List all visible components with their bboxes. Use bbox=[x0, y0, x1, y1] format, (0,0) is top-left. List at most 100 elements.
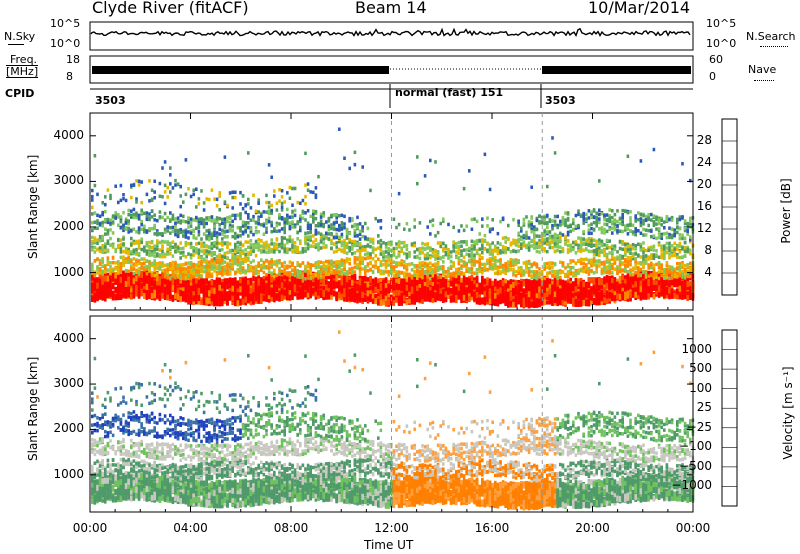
heatmap-cell bbox=[156, 272, 159, 276]
heatmap-cell bbox=[151, 287, 154, 293]
heatmap-cell bbox=[130, 229, 133, 233]
heatmap-cell bbox=[205, 222, 208, 226]
heatmap-cell bbox=[221, 258, 224, 262]
heatmap-cell bbox=[255, 221, 258, 225]
heatmap-cell bbox=[159, 248, 162, 252]
heatmap-cell bbox=[273, 189, 276, 193]
heatmap-cell bbox=[224, 200, 227, 204]
heatmap-cell bbox=[260, 223, 263, 227]
heatmap-cell bbox=[153, 255, 156, 259]
heatmap-cell bbox=[192, 189, 195, 193]
heatmap-cell bbox=[224, 268, 227, 272]
heatmap-cell bbox=[138, 226, 141, 230]
heatmap-cell bbox=[276, 260, 279, 264]
heatmap-cell bbox=[192, 295, 195, 301]
heatmap-cell bbox=[237, 249, 240, 253]
heatmap-cell bbox=[179, 290, 182, 296]
heatmap-cell bbox=[179, 256, 182, 260]
heatmap-cell bbox=[94, 293, 97, 299]
heatmap-cell bbox=[200, 269, 203, 273]
heatmap-cell bbox=[224, 295, 227, 301]
heatmap-cell bbox=[247, 266, 250, 270]
heatmap-cell bbox=[133, 208, 136, 212]
heatmap-cell bbox=[205, 278, 208, 284]
heatmap-cell bbox=[169, 276, 172, 280]
heatmap-cell bbox=[263, 245, 266, 249]
heatmap-cell bbox=[104, 210, 107, 214]
heatmap-cell bbox=[91, 221, 94, 225]
heatmap-cell bbox=[208, 265, 211, 269]
heatmap-cell bbox=[117, 260, 120, 264]
heatmap-cell bbox=[135, 271, 138, 275]
heatmap-cell bbox=[169, 247, 172, 251]
heatmap-cell bbox=[198, 288, 201, 294]
heatmap-cell bbox=[161, 166, 164, 170]
heatmap-cell bbox=[120, 256, 123, 260]
heatmap-cell bbox=[107, 276, 110, 282]
heatmap-cell bbox=[200, 189, 203, 193]
heatmap-cell bbox=[130, 214, 133, 218]
heatmap-cell bbox=[218, 191, 221, 195]
heatmap-cell bbox=[140, 223, 143, 227]
heatmap-cell bbox=[112, 220, 115, 224]
heatmap-cell bbox=[164, 219, 167, 223]
heatmap-cell bbox=[151, 199, 154, 203]
freq-band-3 bbox=[542, 66, 691, 74]
heatmap-cell bbox=[91, 296, 94, 302]
heatmap-cell bbox=[182, 230, 185, 234]
heatmap-cell bbox=[99, 246, 102, 250]
heatmap-cell bbox=[135, 248, 138, 252]
heatmap-cell bbox=[195, 250, 198, 254]
heatmap-cell bbox=[252, 276, 255, 282]
heatmap-cell bbox=[146, 259, 149, 263]
heatmap-cell bbox=[265, 222, 268, 226]
heatmap-cell bbox=[198, 256, 201, 259]
heatmap-cell bbox=[221, 237, 224, 241]
heatmap-cell bbox=[148, 227, 151, 231]
heatmap-cell bbox=[265, 273, 268, 277]
heatmap-cell bbox=[140, 283, 143, 289]
heatmap-cell bbox=[278, 213, 281, 217]
heatmap-cell bbox=[122, 193, 125, 197]
heatmap-cell bbox=[112, 293, 115, 299]
heatmap-cell bbox=[268, 266, 271, 270]
heatmap-cell bbox=[138, 246, 141, 250]
heatmap-cell bbox=[192, 249, 195, 253]
heatmap-cell bbox=[177, 231, 180, 235]
heatmap-cell bbox=[213, 262, 216, 266]
heatmap-cell bbox=[265, 210, 268, 214]
heatmap-cell bbox=[140, 257, 143, 261]
heatmap-cell bbox=[208, 268, 211, 272]
heatmap-cell bbox=[276, 230, 279, 234]
heatmap-cell bbox=[239, 261, 242, 265]
heatmap-cell bbox=[198, 270, 201, 274]
heatmap-cell bbox=[156, 267, 159, 271]
heatmap-cell bbox=[203, 225, 206, 229]
heatmap-cell bbox=[140, 220, 143, 224]
heatmap-cell bbox=[120, 199, 123, 203]
heatmap-cell bbox=[203, 258, 206, 262]
heatmap-cell bbox=[138, 214, 141, 218]
heatmap-cell bbox=[211, 233, 214, 237]
heatmap-cell bbox=[138, 267, 141, 271]
heatmap-cell bbox=[177, 246, 180, 250]
heatmap-cell bbox=[187, 225, 190, 229]
heatmap-cell bbox=[268, 163, 271, 167]
heatmap-cell bbox=[127, 292, 130, 298]
heatmap-cell bbox=[104, 195, 107, 199]
heatmap-cell bbox=[148, 261, 151, 265]
heatmap-cell bbox=[234, 191, 237, 195]
heatmap-cell bbox=[247, 151, 250, 155]
heatmap-cell bbox=[250, 265, 253, 269]
heatmap-cell bbox=[257, 279, 260, 285]
heatmap-cell bbox=[195, 273, 198, 277]
heatmap-cell bbox=[198, 230, 201, 234]
heatmap-cell bbox=[148, 199, 151, 203]
heatmap-cell bbox=[96, 271, 99, 275]
heatmap-cell bbox=[161, 261, 164, 265]
heatmap-cell bbox=[96, 238, 99, 242]
heatmap-cell bbox=[109, 261, 112, 265]
heatmap-cell bbox=[268, 280, 271, 286]
heatmap-cell bbox=[127, 270, 130, 274]
heatmap-cell bbox=[198, 248, 201, 252]
